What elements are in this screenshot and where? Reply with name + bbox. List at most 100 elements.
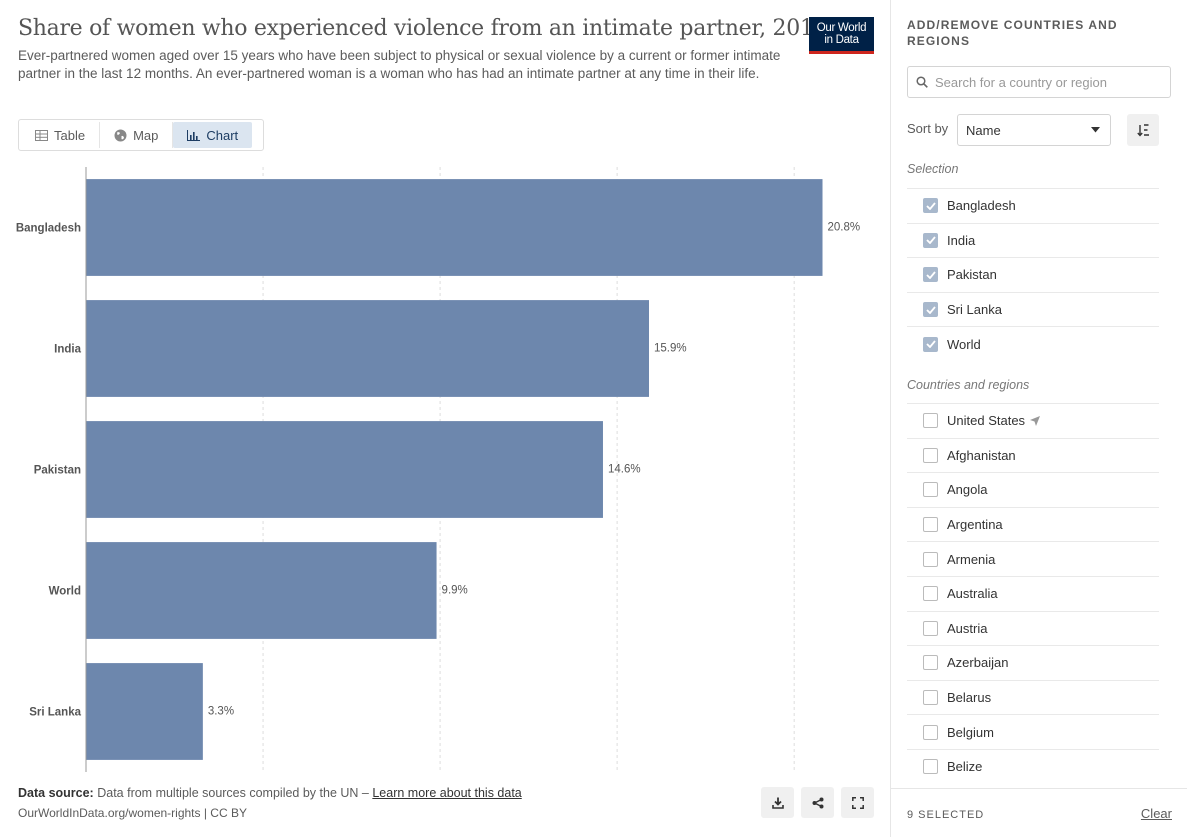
chart-subtitle: Ever-partnered women aged over 15 years … [18, 48, 781, 81]
sort-order-icon [1136, 123, 1149, 137]
checkbox-checked[interactable] [923, 232, 938, 248]
checkbox[interactable] [923, 586, 938, 602]
checkbox-checked[interactable] [923, 267, 938, 283]
checkbox-checked[interactable] [923, 336, 938, 352]
checkbox-checked[interactable] [923, 302, 938, 318]
data-source-label: Data source: [18, 786, 94, 800]
share-button[interactable] [801, 787, 834, 818]
tab-table[interactable]: Table [21, 122, 101, 148]
table-icon [35, 129, 48, 141]
selected-item[interactable]: Sri Lanka [907, 291, 1159, 327]
check-icon [925, 306, 936, 314]
sort-select-value: Name [966, 122, 1001, 138]
selection-label: Selection [907, 162, 959, 176]
bar-chart-icon [187, 129, 201, 141]
category-label: World [49, 586, 81, 598]
selected-list: Bangladesh India Pakistan Sri Lanka World [907, 188, 1159, 361]
checkbox[interactable] [923, 690, 938, 706]
item-label: Afghanistan [947, 447, 1016, 463]
sidebar-title: ADD/REMOVE COUNTRIES AND REGIONS [907, 18, 1118, 48]
source-url[interactable]: OurWorldInData.org/women-rights | CC BY [18, 806, 247, 820]
checkbox[interactable] [923, 482, 938, 498]
location-arrow-icon [1030, 415, 1041, 426]
globe-icon [114, 129, 127, 141]
item-label: Azerbaijan [947, 655, 1009, 671]
regions-list: United States Afghanistan Angola Argentina A… [907, 403, 1159, 784]
region-item[interactable]: Belize [907, 748, 1159, 784]
sort-label: Sort by [907, 121, 949, 136]
item-label: United States [947, 413, 1026, 429]
item-label: Austria [947, 620, 988, 636]
selected-item[interactable]: India [907, 222, 1159, 258]
check-icon [925, 202, 936, 210]
item-label: World [947, 336, 981, 352]
bar-sri-lanka [86, 663, 203, 760]
region-item[interactable]: Austria [907, 610, 1159, 646]
checkbox[interactable] [923, 724, 938, 740]
share-icon [812, 797, 823, 808]
check-icon [925, 236, 936, 245]
tab-map[interactable]: Map [100, 122, 174, 148]
item-label: Belize [947, 759, 983, 775]
category-label: Bangladesh [16, 223, 81, 235]
selected-item[interactable]: World [907, 326, 1159, 361]
checkbox[interactable] [923, 413, 938, 429]
item-label: Belgium [947, 724, 994, 740]
sidebar-footer: 9 SELECTED Clear [891, 788, 1187, 837]
selected-item[interactable]: Pakistan [907, 257, 1159, 292]
clear-button[interactable]: Clear [1140, 806, 1172, 821]
learn-more-link[interactable]: Learn more about this data [372, 786, 522, 800]
checkbox-checked[interactable] [923, 198, 938, 214]
checkbox[interactable] [923, 759, 938, 775]
value-label: 15.9% [654, 343, 687, 355]
item-label: Bangladesh [947, 198, 1016, 214]
chart-panel: Share of women who experienced violence … [15, 16, 874, 820]
value-label: 3.3% [208, 706, 234, 718]
region-item[interactable]: Angola [907, 472, 1159, 507]
region-item[interactable]: Armenia [907, 541, 1159, 576]
sort-select[interactable]: Name [957, 114, 1111, 146]
tab-table-label: Table [54, 127, 86, 143]
item-label: Argentina [947, 517, 1003, 533]
search-input[interactable] [935, 74, 1155, 90]
checkbox[interactable] [923, 655, 938, 671]
region-item[interactable]: Belarus [907, 679, 1159, 715]
tab-map-label: Map [133, 127, 159, 143]
fullscreen-button[interactable] [841, 787, 874, 818]
checkbox[interactable] [923, 551, 938, 567]
bar-chart: Bangladesh 20.8% India 15.9% Pakistan 14.6% Wo… [16, 167, 861, 772]
checkbox[interactable] [923, 447, 938, 463]
item-label: Pakistan [947, 267, 997, 283]
selected-item[interactable]: Bangladesh [907, 188, 1159, 223]
search-icon [916, 76, 928, 88]
download-button[interactable] [761, 787, 794, 818]
checkbox[interactable] [923, 620, 938, 636]
search-box[interactable] [907, 66, 1171, 98]
checkbox[interactable] [923, 517, 938, 533]
tab-chart[interactable]: Chart [173, 122, 253, 148]
bar-bangladesh [86, 179, 823, 276]
region-item[interactable]: Argentina [907, 506, 1159, 542]
item-label: Belarus [947, 690, 992, 706]
entity-selector-panel: ADD/REMOVE COUNTRIES AND REGIONS Sort by… [890, 0, 1187, 837]
check-icon [925, 271, 936, 279]
category-label: India [54, 344, 81, 356]
sort-order-button[interactable] [1127, 114, 1159, 146]
bar-india [86, 300, 650, 397]
region-item[interactable]: United States [907, 403, 1159, 438]
item-label: India [947, 232, 976, 248]
region-item[interactable]: Australia [907, 575, 1159, 611]
bar-world [86, 542, 437, 639]
category-label: Sri Lanka [29, 707, 81, 719]
item-label: Sri Lanka [947, 302, 1002, 318]
region-item[interactable]: Belgium [907, 714, 1159, 749]
item-label: Australia [947, 586, 998, 602]
chevron-down-icon [1091, 127, 1100, 133]
value-label: 20.8% [828, 222, 861, 234]
owid-logo[interactable]: Our World in Data [809, 17, 874, 54]
item-label: Armenia [947, 551, 996, 567]
data-source: Data source: Data from multiple sources … [18, 786, 522, 800]
region-item[interactable]: Afghanistan [907, 437, 1159, 473]
region-item[interactable]: Azerbaijan [907, 645, 1159, 680]
tab-chart-label: Chart [206, 127, 239, 143]
